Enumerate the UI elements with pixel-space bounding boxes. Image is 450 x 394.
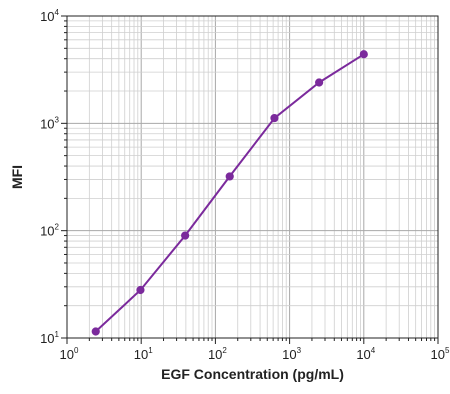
data-point [181, 231, 190, 240]
grid-lines [66, 16, 438, 339]
data-point [136, 285, 145, 295]
x-tick-label: 105 [431, 346, 450, 362]
data-point [225, 172, 234, 181]
y-tick-label: 102 [40, 223, 59, 239]
data-point [315, 78, 324, 87]
series-line [95, 53, 365, 333]
x-tick-label: 100 [60, 346, 79, 362]
data-point [91, 327, 100, 336]
x-tick-label: 102 [208, 346, 227, 362]
y-tick-label: 104 [40, 8, 59, 24]
data-point [270, 113, 279, 123]
x-tick-labels: 100 101 102 103 104 105 [60, 346, 450, 362]
plot-frame [66, 15, 439, 339]
x-tick-label: 101 [134, 346, 153, 362]
series-layer [91, 50, 368, 336]
data-point [359, 50, 368, 59]
y-axis-title: MFI [9, 165, 25, 189]
x-tick-label: 104 [356, 346, 375, 362]
x-tick-label: 103 [282, 346, 301, 362]
y-tick-label: 103 [40, 115, 59, 131]
y-tick-label: 101 [40, 330, 59, 346]
axis-ticks [61, 15, 439, 344]
y-tick-labels: 101 102 103 104 [40, 8, 59, 346]
x-axis-title: EGF Concentration (pg/mL) [161, 366, 344, 382]
